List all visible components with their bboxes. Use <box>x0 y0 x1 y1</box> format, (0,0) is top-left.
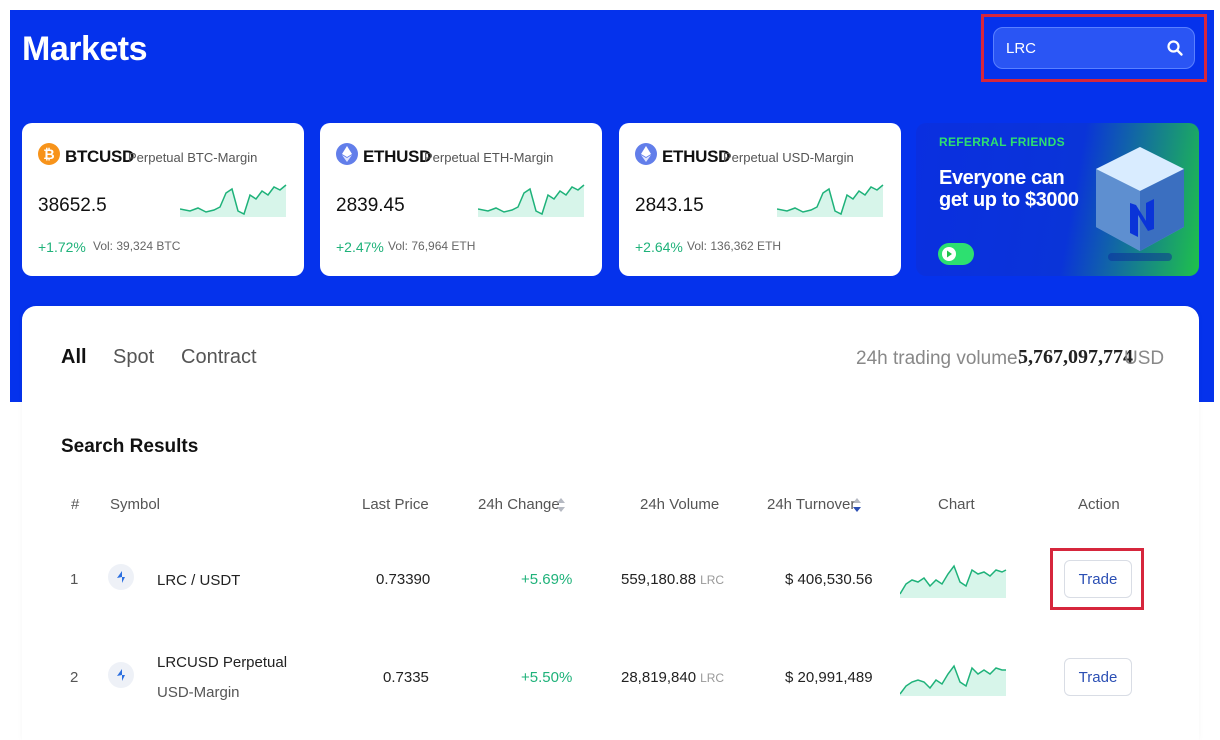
column-header-24h-change[interactable]: 24h Change <box>478 496 560 513</box>
page-title: Markets <box>22 30 148 68</box>
row-volume: 559,180.88 LRC <box>621 571 724 588</box>
column-header-chart: Chart <box>938 496 975 513</box>
row-index: 1 <box>70 571 79 588</box>
card-desc: Perpetual BTC-Margin <box>128 150 258 165</box>
card-volume: Vol: 136,362 ETH <box>687 239 782 253</box>
row-symbol-sub: USD-Margin <box>157 684 240 701</box>
trading-volume-unit: USD <box>1124 348 1165 369</box>
ethereum-icon <box>336 143 358 165</box>
search-results-title: Search Results <box>61 436 199 457</box>
tab-contract[interactable]: Contract <box>181 346 257 368</box>
loopring-icon <box>108 662 134 688</box>
trading-volume-value: 5,767,097,774 <box>1018 346 1133 368</box>
row-change: +5.69% <box>521 571 573 588</box>
card-desc: Perpetual USD-Margin <box>723 150 854 165</box>
row-volume-value: 28,819,840 <box>621 669 697 686</box>
loopring-icon <box>108 564 134 590</box>
market-card-btcusd[interactable]: ₿ BTCUSD Perpetual BTC-Margin 38652.5 +1… <box>22 123 304 276</box>
row-volume-unit: LRC <box>700 573 725 587</box>
card-change: +2.64% <box>635 239 683 255</box>
trade-button-highlight <box>1050 548 1144 610</box>
svg-text:₿: ₿ <box>43 146 54 162</box>
row-index: 2 <box>70 669 79 686</box>
trade-button[interactable]: Trade <box>1064 560 1132 598</box>
cube-illustration-icon <box>1096 147 1184 261</box>
row-sparkline <box>900 564 1007 598</box>
column-header-24h-turnover[interactable]: 24h Turnover <box>767 496 856 513</box>
banner-tag: REFERRAL FRIENDS <box>939 135 1065 149</box>
sort-desc-icon[interactable] <box>852 496 862 514</box>
tab-spot[interactable]: Spot <box>113 346 155 368</box>
trade-button[interactable]: Trade <box>1064 658 1132 696</box>
search-box[interactable] <box>993 27 1195 69</box>
card-sparkline <box>478 184 585 217</box>
tab-all[interactable]: All <box>61 346 87 368</box>
banner-headline: Everyone can get up to $3000 <box>939 167 1079 211</box>
card-price: 2843.15 <box>635 195 704 216</box>
markets-panel: All Spot Contract 24h trading volume: 5,… <box>22 306 1199 740</box>
card-change: +1.72% <box>38 239 86 255</box>
search-highlight <box>981 14 1207 82</box>
card-volume: Vol: 39,324 BTC <box>93 239 181 253</box>
card-pair: BTCUSD <box>65 147 135 166</box>
card-price: 2839.45 <box>336 195 405 216</box>
bitcoin-icon: ₿ <box>38 143 60 165</box>
search-icon[interactable] <box>1166 39 1184 57</box>
card-pair: ETHUSD <box>662 147 731 166</box>
table-row[interactable]: 1 LRC / USDT 0.73390 +5.69% 559,180.88 LR… <box>22 538 1199 618</box>
card-change: +2.47% <box>336 239 384 255</box>
card-pair: ETHUSD <box>363 147 432 166</box>
row-change: +5.50% <box>521 669 573 686</box>
market-card-ethusd-usd[interactable]: ETHUSD Perpetual USD-Margin 2843.15 +2.6… <box>619 123 901 276</box>
column-header-index: # <box>71 496 80 513</box>
card-volume: Vol: 76,964 ETH <box>388 239 476 253</box>
row-volume-unit: LRC <box>700 671 725 685</box>
market-card-ethusd-eth[interactable]: ETHUSD Perpetual ETH-Margin 2839.45 +2.4… <box>320 123 602 276</box>
column-header-symbol: Symbol <box>110 496 161 513</box>
row-turnover: $ 406,530.56 <box>785 571 873 588</box>
card-sparkline <box>180 184 287 217</box>
row-symbol[interactable]: LRCUSD Perpetual <box>157 654 288 671</box>
ethereum-icon <box>635 143 657 165</box>
play-icon[interactable] <box>938 243 974 265</box>
column-header-last-price: Last Price <box>362 496 429 513</box>
column-header-24h-volume: 24h Volume <box>640 496 720 513</box>
card-desc: Perpetual ETH-Margin <box>424 150 554 165</box>
row-volume: 28,819,840 LRC <box>621 669 724 686</box>
row-turnover: $ 20,991,489 <box>785 669 873 686</box>
table-row[interactable]: 2 LRCUSD Perpetual USD-Margin 0.7335 +5.… <box>22 636 1199 716</box>
card-sparkline <box>777 184 884 217</box>
search-input[interactable] <box>1006 28 1166 68</box>
row-last-price: 0.7335 <box>383 669 429 686</box>
column-header-action: Action <box>1078 496 1120 513</box>
sort-icon[interactable] <box>556 496 566 514</box>
card-price: 38652.5 <box>38 195 107 216</box>
trading-volume-label: 24h trading volume: <box>856 348 1023 369</box>
row-sparkline <box>900 664 1006 696</box>
row-volume-value: 559,180.88 <box>621 571 697 588</box>
referral-banner[interactable]: REFERRAL FRIENDS Everyone can get up to … <box>916 123 1199 276</box>
row-symbol[interactable]: LRC / USDT <box>157 572 241 589</box>
row-last-price: 0.73390 <box>376 571 431 588</box>
